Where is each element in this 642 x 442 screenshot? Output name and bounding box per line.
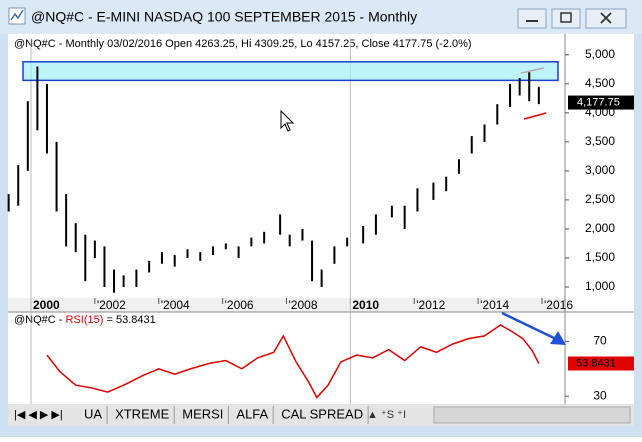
x-tick-label: 2010 — [352, 298, 379, 312]
rsi-line — [46, 324, 540, 399]
last-price-tag — [568, 95, 634, 110]
y-tick-label: 4,500 — [585, 76, 615, 90]
x-tick-label: '2016 — [544, 298, 573, 312]
zone — [22, 61, 559, 82]
arrow — [501, 311, 557, 341]
window-title: @NQ#C - E-MINI NASDAQ 100 SEPTEMBER 2015… — [31, 9, 417, 25]
scrollbar[interactable] — [433, 406, 631, 424]
rsi-header-value: = 53.8431 — [103, 314, 155, 326]
mouse-cursor — [280, 109, 295, 132]
y-tick-label: 30 — [593, 388, 607, 402]
rsi-header-name: RSI(15) — [66, 314, 104, 326]
app-icon-glyph — [10, 9, 24, 21]
tab[interactable]: UA — [84, 406, 102, 421]
trend-line — [523, 112, 547, 120]
tab[interactable]: MERSI — [182, 406, 223, 421]
maximize-button[interactable] — [551, 8, 581, 29]
x-tick-label: '2008 — [289, 298, 318, 312]
y-tick-label: 70 — [593, 334, 607, 348]
rsi-header: @NQ#C - RSI(15) = 53.8431 — [14, 314, 156, 326]
x-tick-label: 2000 — [33, 298, 60, 312]
y-tick-label: 3,500 — [585, 134, 615, 148]
tab[interactable]: CAL SPREAD — [281, 406, 363, 421]
last-value-tag — [568, 356, 634, 371]
y-tick-label: 2,000 — [585, 221, 615, 235]
tab[interactable]: ALFA — [236, 406, 268, 421]
y-tick-label: 2,500 — [585, 192, 615, 206]
last-value-label: 53.8431 — [576, 357, 616, 369]
y-tick-label: 1,500 — [585, 250, 615, 264]
minimize-button[interactable] — [517, 8, 547, 29]
price-header: @NQ#C - Monthly 03/02/2016 Open 4263.25,… — [14, 38, 472, 50]
svg-text:|◀ ◀ ▶ ▶|: |◀ ◀ ▶ ▶| — [14, 409, 63, 421]
rsi-header-symbol: @NQ#C - — [14, 314, 66, 326]
y-tick-label: 5,000 — [585, 47, 615, 61]
x-tick-label: '2012 — [416, 298, 445, 312]
arrow-head — [550, 331, 566, 345]
close-button[interactable] — [585, 8, 627, 29]
y-tick-label: 1,000 — [585, 279, 615, 293]
toolbar-icons[interactable]: ▲ ⁺S ⁺I — [367, 409, 406, 421]
nav-buttons[interactable]: |◀ ◀ ▶ ▶| — [14, 409, 63, 421]
chart-area — [8, 34, 634, 404]
last-price-label: 4,177.75 — [577, 96, 620, 108]
x-tick-label: '2006 — [225, 298, 254, 312]
y-tick-label: 3,000 — [585, 163, 615, 177]
x-tick-label: '2004 — [161, 298, 190, 312]
x-tick-label: '2014 — [480, 298, 509, 312]
x-tick-label: '2002 — [97, 298, 126, 312]
tab[interactable]: XTREME — [115, 406, 170, 421]
x-axis-strip — [8, 298, 566, 312]
